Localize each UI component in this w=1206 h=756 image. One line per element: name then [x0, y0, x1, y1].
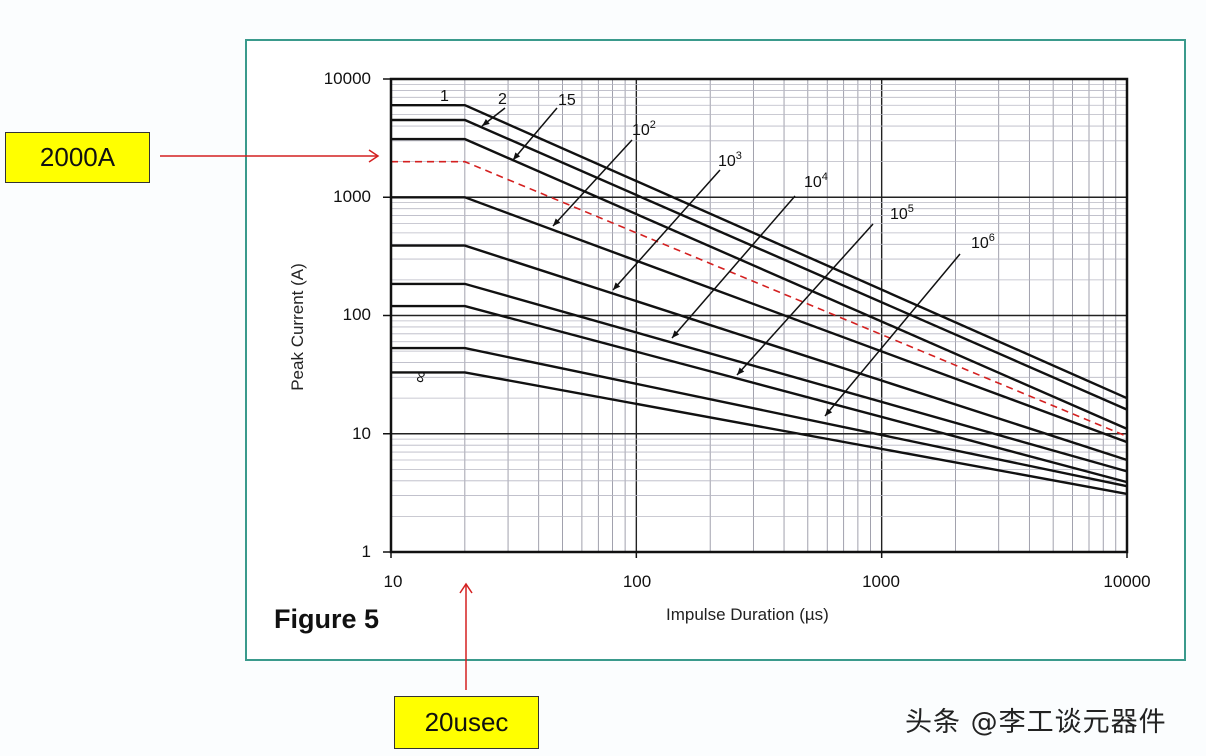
- curve-label-15: 15: [558, 92, 576, 109]
- y-tick-10: 10: [352, 424, 371, 443]
- arrow-2000a-head: [368, 149, 380, 163]
- curve-labels: 1 2 15 102 103 104 105 106 ∞: [410, 88, 995, 385]
- x-tick-1000: 1000: [862, 572, 900, 591]
- x-axis-label: Impulse Duration (µs): [666, 605, 829, 624]
- callout-2000a: 2000A: [5, 132, 150, 183]
- curve-label-infinity: ∞: [410, 368, 431, 385]
- curve-label-1e4: 104: [804, 171, 828, 191]
- y-tick-1000: 1000: [333, 187, 371, 206]
- curve-10-5: [391, 304, 1128, 484]
- curve-2000a-rating-dashed-: [391, 160, 1128, 438]
- y-tick-1: 1: [361, 542, 371, 561]
- curve-2: [391, 118, 1128, 411]
- curve-label-1e3: 103: [718, 150, 742, 170]
- y-tick-10000: 10000: [323, 69, 371, 88]
- curve-label-1e2: 102: [632, 119, 656, 139]
- y-axis-label: Peak Current (A): [288, 263, 307, 391]
- curve-10-6: [391, 346, 1128, 488]
- x-tick-10000: 10000: [1103, 572, 1151, 591]
- arrow-20us-head: [459, 582, 473, 594]
- curve-pointer-arrows: [481, 107, 961, 417]
- plot-axes: [383, 77, 1129, 558]
- curve-label-1e5: 105: [890, 203, 914, 223]
- x-tick-100: 100: [622, 572, 652, 591]
- figure-title: Figure 5: [274, 604, 380, 634]
- y-tick-100: 100: [342, 305, 371, 324]
- curve-15: [391, 137, 1128, 430]
- x-tick-10: 10: [383, 572, 403, 591]
- curve--: [391, 371, 1128, 496]
- curve-10-4: [391, 282, 1128, 473]
- callout-arrows: [160, 149, 473, 690]
- curve-10-2: [391, 196, 1128, 444]
- curve-label-1e6: 106: [971, 232, 995, 252]
- watermark: 头条 @李工谈元器件: [905, 707, 1167, 738]
- callout-20usec: 20usec: [394, 696, 539, 749]
- curve-1: [391, 103, 1128, 400]
- curve-10-3: [391, 244, 1128, 462]
- curves: [391, 103, 1128, 496]
- curve-label-2: 2: [498, 91, 507, 108]
- curve-label-1: 1: [440, 88, 449, 105]
